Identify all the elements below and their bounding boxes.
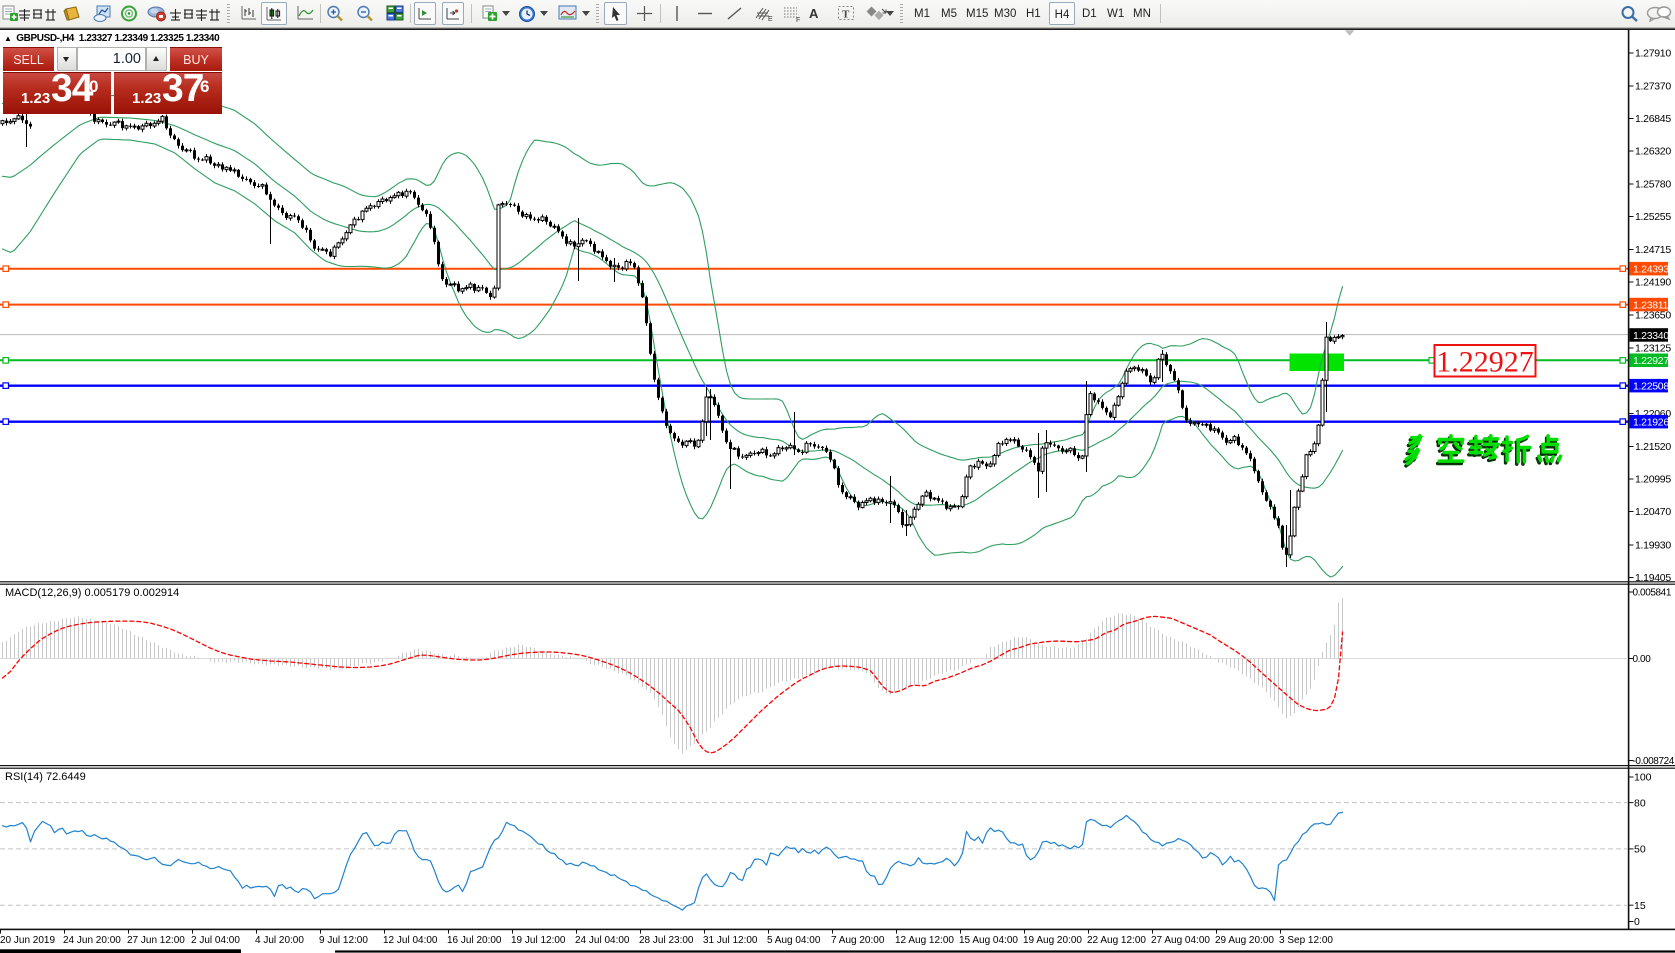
svg-text:27 Jun 12:00: 27 Jun 12:00 <box>127 935 185 946</box>
svg-text:19 Jul 12:00: 19 Jul 12:00 <box>511 935 566 946</box>
svg-text:1.23650: 1.23650 <box>1635 310 1671 322</box>
svg-text:1.19405: 1.19405 <box>1635 572 1671 584</box>
svg-text:T: T <box>842 9 850 21</box>
svg-text:1.27370: 1.27370 <box>1635 81 1671 93</box>
svg-text:1.21926: 1.21926 <box>1633 417 1669 429</box>
svg-text:29 Aug 20:00: 29 Aug 20:00 <box>1215 935 1274 946</box>
svg-text:100: 100 <box>1634 772 1652 784</box>
svg-text:1.24393: 1.24393 <box>1633 264 1669 276</box>
svg-text:0.00: 0.00 <box>1633 654 1652 665</box>
svg-text:27 Aug 04:00: 27 Aug 04:00 <box>1151 935 1210 946</box>
svg-text:RSI(14) 72.6449: RSI(14) 72.6449 <box>5 771 86 783</box>
svg-text:1.26845: 1.26845 <box>1635 113 1671 125</box>
svg-text:4 Jul 20:00: 4 Jul 20:00 <box>255 935 304 946</box>
svg-text:F: F <box>796 17 800 23</box>
svg-text:80: 80 <box>1634 797 1646 809</box>
svg-text:31 Jul 12:00: 31 Jul 12:00 <box>703 935 758 946</box>
svg-text:22 Aug 12:00: 22 Aug 12:00 <box>1087 935 1146 946</box>
svg-text:1.23125: 1.23125 <box>1635 343 1671 355</box>
svg-text:1.24190: 1.24190 <box>1635 277 1671 289</box>
svg-text:1.20995: 1.20995 <box>1635 474 1671 486</box>
svg-text:E: E <box>768 16 773 23</box>
svg-text:1.25255: 1.25255 <box>1635 211 1671 223</box>
svg-text:1.19930: 1.19930 <box>1635 540 1671 552</box>
svg-text:20 Jun 2019: 20 Jun 2019 <box>0 935 55 946</box>
svg-text:0: 0 <box>1634 916 1640 928</box>
svg-text:2 Jul 04:00: 2 Jul 04:00 <box>191 935 240 946</box>
svg-text:28 Jul 23:00: 28 Jul 23:00 <box>639 935 694 946</box>
svg-text:24 Jun 20:00: 24 Jun 20:00 <box>63 935 121 946</box>
svg-text:16 Jul 20:00: 16 Jul 20:00 <box>447 935 502 946</box>
svg-text:12 Jul 04:00: 12 Jul 04:00 <box>383 935 438 946</box>
svg-text:3 Sep 12:00: 3 Sep 12:00 <box>1279 935 1333 946</box>
svg-text:5 Aug 04:00: 5 Aug 04:00 <box>767 935 821 946</box>
svg-text:-0.008724: -0.008724 <box>1633 756 1675 767</box>
svg-text:1.22927: 1.22927 <box>1436 346 1534 379</box>
svg-text:1.27910: 1.27910 <box>1635 48 1671 60</box>
svg-text:1.21520: 1.21520 <box>1635 441 1671 453</box>
svg-text:1.22927: 1.22927 <box>1633 355 1669 367</box>
svg-text:MACD(12,26,9) 0.005179 0.00291: MACD(12,26,9) 0.005179 0.002914 <box>5 587 179 599</box>
svg-text:12 Aug 12:00: 12 Aug 12:00 <box>895 935 954 946</box>
svg-text:7 Aug 20:00: 7 Aug 20:00 <box>831 935 885 946</box>
svg-text:1.25780: 1.25780 <box>1635 179 1671 191</box>
svg-text:1.23811: 1.23811 <box>1633 299 1669 311</box>
svg-text:1.20470: 1.20470 <box>1635 506 1671 518</box>
svg-text:1.23340: 1.23340 <box>1633 330 1669 342</box>
svg-text:50: 50 <box>1634 844 1646 856</box>
svg-text:19 Aug 20:00: 19 Aug 20:00 <box>1023 935 1082 946</box>
svg-text:1.26320: 1.26320 <box>1635 146 1671 158</box>
svg-text:24 Jul 04:00: 24 Jul 04:00 <box>575 935 630 946</box>
svg-text:1.22508: 1.22508 <box>1633 381 1669 393</box>
svg-text:15 Aug 04:00: 15 Aug 04:00 <box>959 935 1018 946</box>
svg-text:9 Jul 12:00: 9 Jul 12:00 <box>319 935 368 946</box>
svg-text:1.24715: 1.24715 <box>1635 244 1671 256</box>
svg-text:15: 15 <box>1634 900 1646 912</box>
svg-text:0.005841: 0.005841 <box>1633 588 1672 599</box>
